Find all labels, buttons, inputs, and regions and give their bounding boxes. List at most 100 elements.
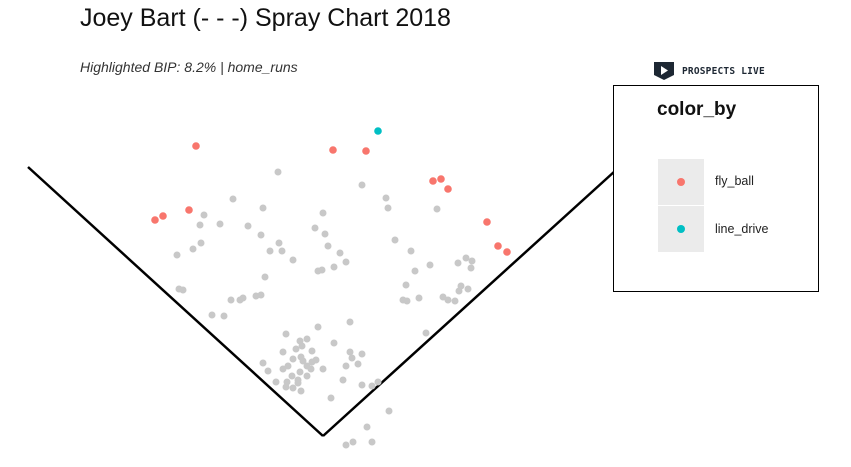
data-point-other (314, 323, 322, 331)
data-point-other (319, 365, 327, 373)
data-point-other (229, 195, 237, 203)
data-point-other (407, 247, 415, 255)
legend-dot-line-drive (677, 225, 685, 233)
data-point-other (257, 231, 265, 239)
data-point-fly-ball (437, 175, 445, 183)
data-point-other (216, 220, 224, 228)
data-point-other (294, 379, 302, 387)
chart-title: Joey Bart (- - -) Spray Chart 2018 (80, 4, 451, 32)
data-point-other (308, 347, 316, 355)
data-point-fly-ball (192, 142, 200, 150)
data-point-other (311, 224, 319, 232)
data-point-other (385, 407, 393, 415)
data-point-other (227, 296, 235, 304)
chart-subtitle: Highlighted BIP: 8.2% | home_runs (80, 59, 298, 75)
data-point-other (321, 230, 329, 238)
data-point-other (342, 441, 350, 449)
legend-label-line-drive: line_drive (715, 222, 769, 236)
data-point-other (368, 382, 376, 390)
series-line-drive (374, 127, 382, 135)
data-point-other (312, 356, 320, 364)
data-point-other (173, 251, 181, 259)
data-point-other (403, 297, 411, 305)
data-point-other (433, 205, 441, 213)
data-point-other (275, 239, 283, 247)
data-point-other (464, 285, 472, 293)
data-point-other (358, 381, 366, 389)
data-point-other (289, 384, 297, 392)
data-point-fly-ball (185, 206, 193, 214)
data-point-other (297, 387, 305, 395)
data-point-other (402, 281, 410, 289)
data-point-other (314, 267, 322, 275)
data-point-other (455, 287, 463, 295)
data-point-other (346, 318, 354, 326)
series-fly-ball (151, 142, 511, 256)
right-foul-line (322, 170, 616, 437)
data-point-other (292, 345, 300, 353)
legend-label-fly-ball: fly_ball (715, 174, 754, 188)
data-point-fly-ball (362, 147, 370, 155)
data-point-other (342, 362, 350, 370)
data-point-other (336, 249, 344, 257)
data-point-other (339, 376, 347, 384)
data-point-other (278, 247, 286, 255)
data-point-other (279, 348, 287, 356)
data-point-other (282, 383, 290, 391)
data-point-other (299, 357, 307, 365)
data-point-other (348, 354, 356, 362)
data-point-other (179, 286, 187, 294)
data-point-fly-ball (329, 146, 337, 154)
legend-key-fly-ball (658, 159, 704, 205)
data-point-fly-ball (429, 177, 437, 185)
data-point-fly-ball (483, 218, 491, 226)
foul-lines (27, 166, 616, 437)
data-point-other (327, 394, 335, 402)
data-point-other (288, 372, 296, 380)
data-point-other (264, 367, 272, 375)
play-shield-icon (654, 62, 674, 80)
logo-text: PROSPECTS LIVE (682, 65, 765, 77)
data-point-line-drive (374, 127, 382, 135)
data-point-other (272, 378, 280, 386)
data-point-other (363, 423, 371, 431)
data-point-other (358, 181, 366, 189)
data-point-other (346, 348, 354, 356)
data-point-other (368, 438, 376, 446)
data-point-other (189, 245, 197, 253)
data-point-fly-ball (444, 185, 452, 193)
legend-title: color_by (657, 99, 737, 120)
data-point-other (468, 257, 476, 265)
data-point-other (354, 360, 362, 368)
data-point-other (196, 221, 204, 229)
data-point-other (330, 263, 338, 271)
data-point-other (467, 264, 475, 272)
data-point-other (411, 267, 419, 275)
data-point-other (391, 236, 399, 244)
data-point-other (324, 242, 332, 250)
data-point-other (266, 247, 274, 255)
data-point-other (444, 296, 452, 304)
data-point-other (289, 256, 297, 264)
prospects-live-logo: PROSPECTS LIVE (653, 61, 765, 81)
data-point-fly-ball (494, 242, 502, 250)
data-point-other (303, 372, 311, 380)
data-point-other (284, 362, 292, 370)
data-point-other (274, 168, 282, 176)
legend: color_by fly_ball line_drive (613, 85, 819, 292)
data-point-other (289, 355, 297, 363)
data-point-other (384, 204, 392, 212)
data-point-other (197, 239, 205, 247)
data-point-fly-ball (503, 248, 511, 256)
data-point-other (342, 258, 350, 266)
data-point-other (358, 350, 366, 358)
data-point-other (374, 378, 382, 386)
data-point-other (236, 296, 244, 304)
legend-dot-fly-ball (677, 178, 685, 186)
data-point-other (244, 222, 252, 230)
data-point-other (349, 438, 357, 446)
data-point-other (454, 259, 462, 267)
data-point-other (257, 291, 265, 299)
left-foul-line (27, 166, 324, 437)
